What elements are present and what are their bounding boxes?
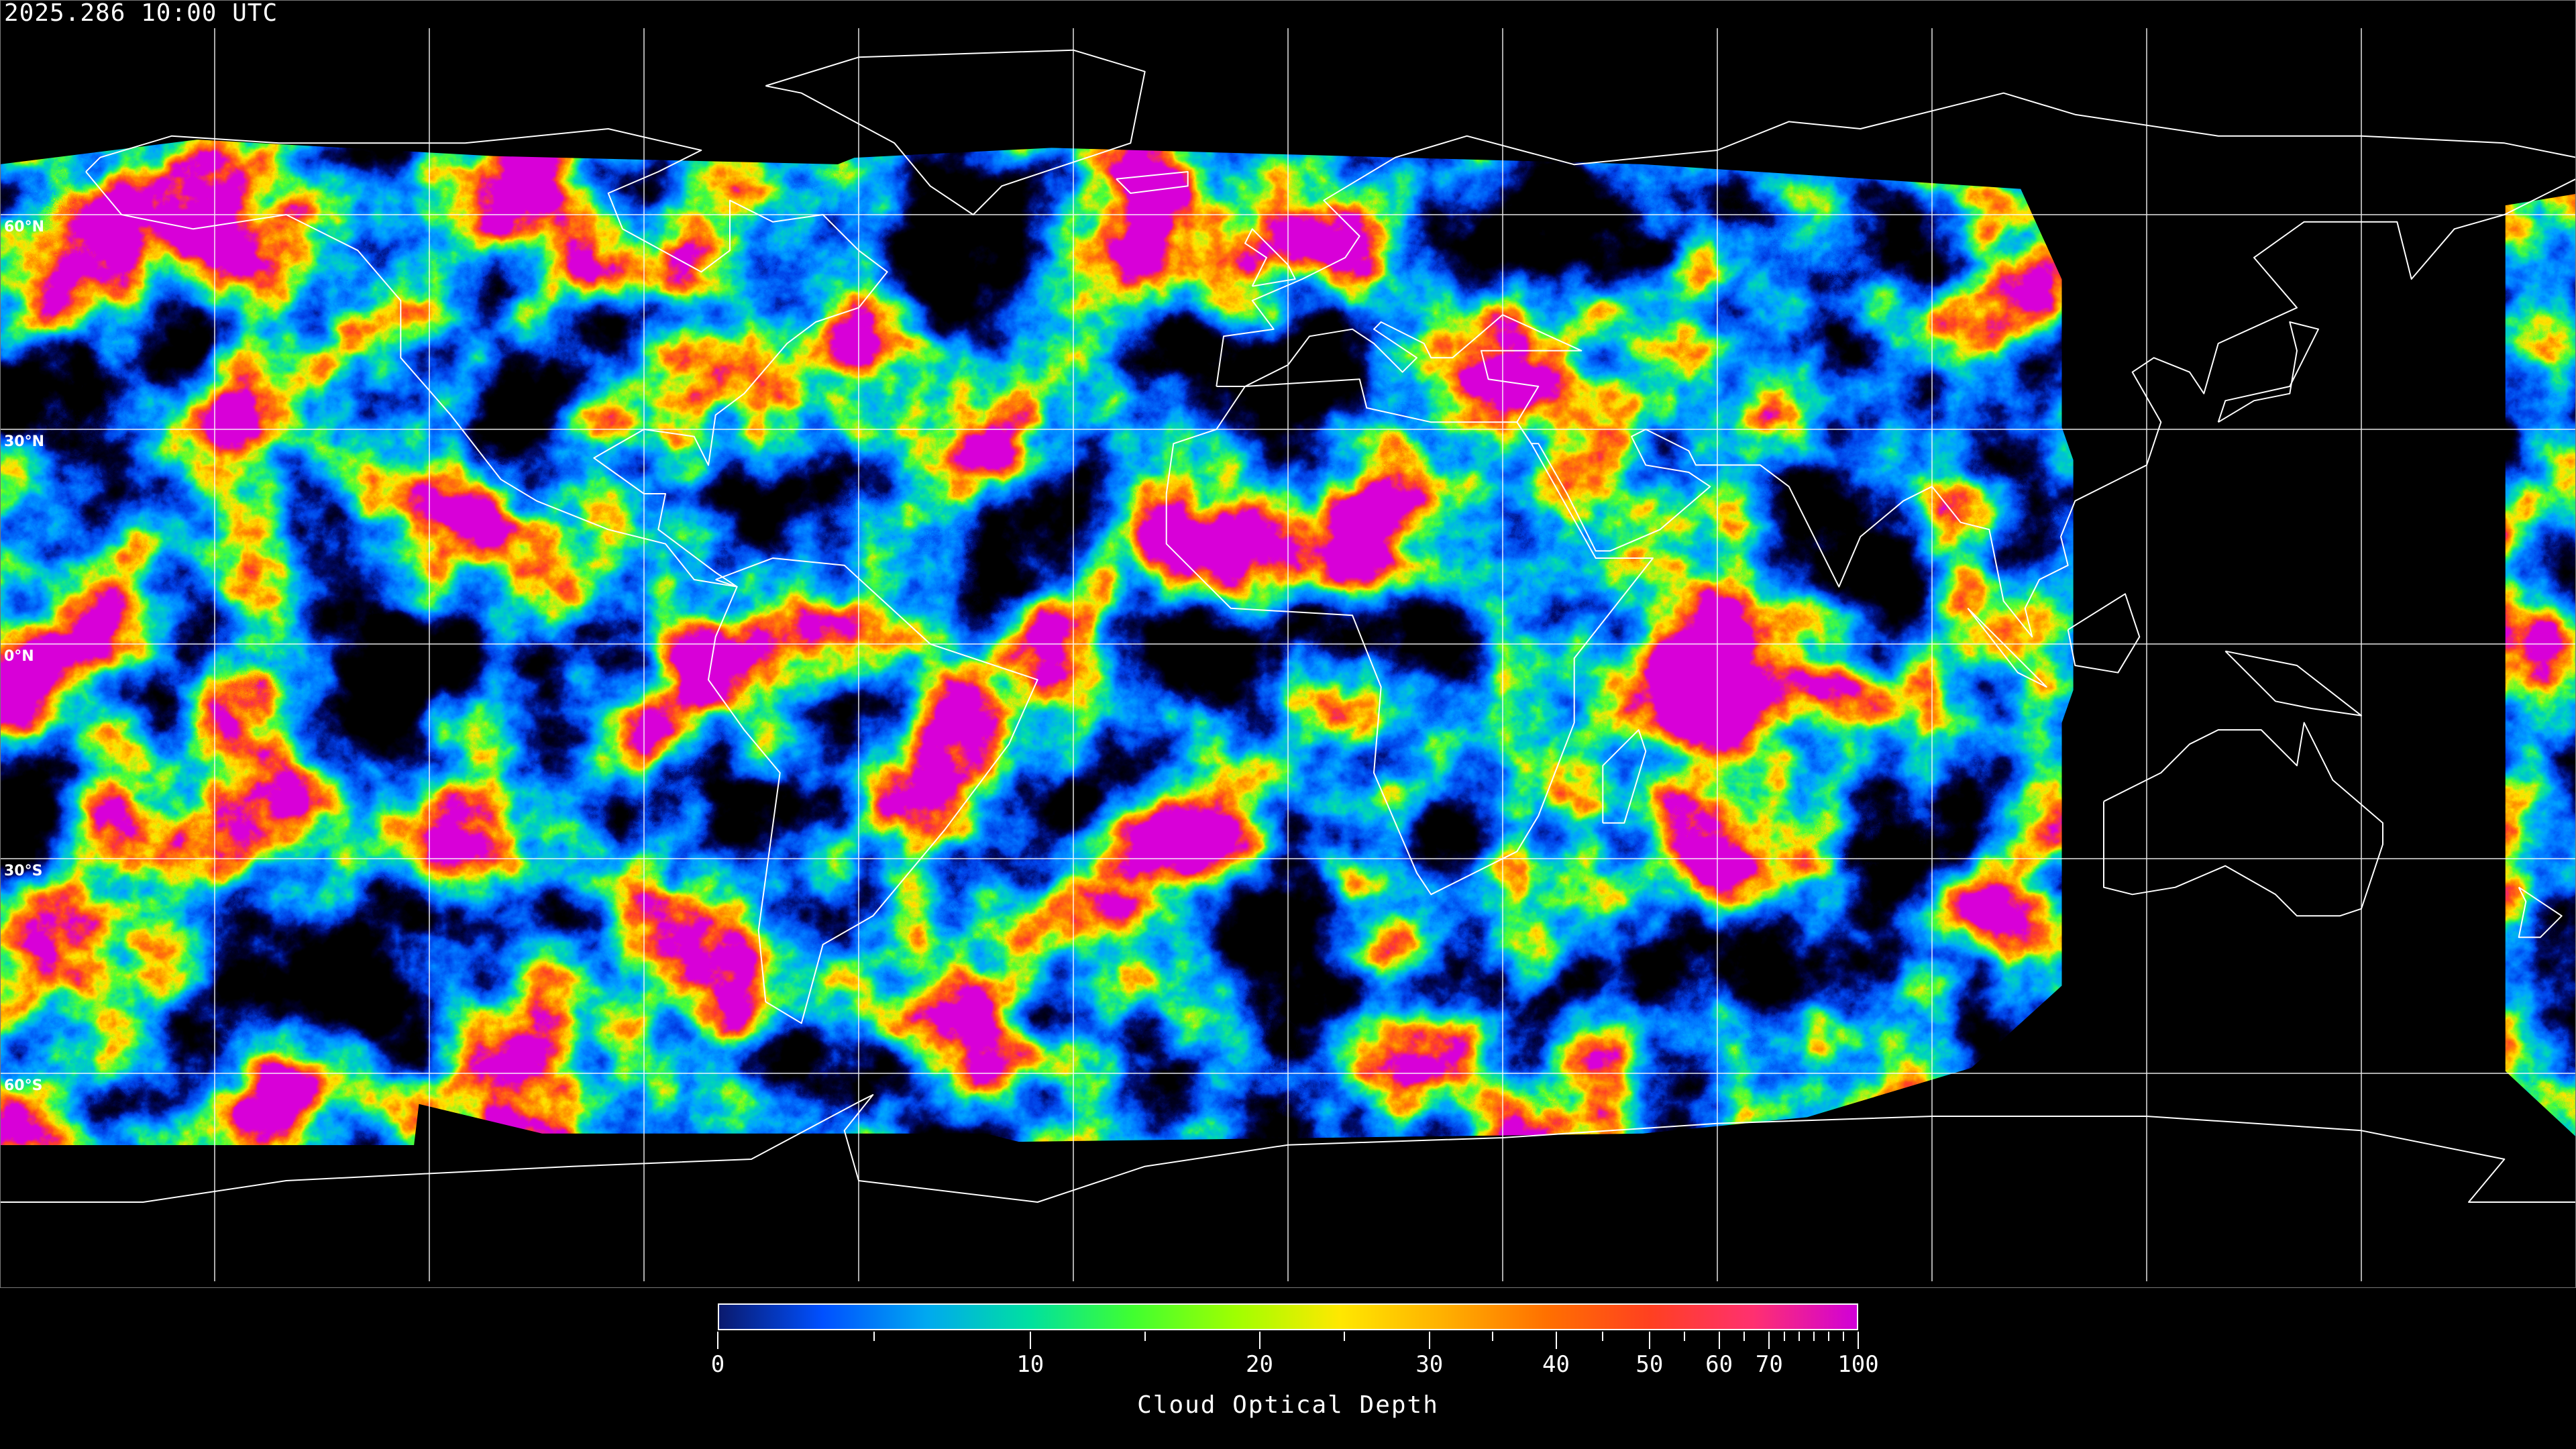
colorbar-tick-label: 0 (710, 1351, 725, 1378)
coastline-madagascar (1602, 729, 1647, 824)
colorbar-minor-tick (1827, 1332, 1829, 1341)
colorbar (718, 1303, 1858, 1330)
coastline-new-zealand (2518, 886, 2563, 938)
colorbar-major-tick (1428, 1332, 1430, 1349)
colorbar-minor-tick (1602, 1332, 1604, 1341)
colorbar-major-tick (1768, 1332, 1770, 1349)
coastline-new-guinea (2224, 650, 2362, 716)
timestamp: 2025.286 10:00 UTC (4, 0, 278, 27)
lat-label-60n: 60°N (4, 219, 45, 235)
colorbar-minor-tick (1144, 1332, 1146, 1341)
colorbar-major-tick (1029, 1332, 1031, 1349)
colorbar-minor-tick (1492, 1332, 1494, 1341)
colorbar-minor-tick (1798, 1332, 1800, 1341)
coastline-antarctica (0, 1094, 2576, 1203)
colorbar-major-tick (1648, 1332, 1650, 1349)
colorbar-tick-label: 100 (1837, 1351, 1879, 1378)
colorbar-tick-label: 70 (1755, 1351, 1783, 1378)
colorbar-tick-label: 10 (1016, 1351, 1044, 1378)
colorbar-title: Cloud Optical Depth (1137, 1391, 1439, 1419)
colorbar-minor-tick (1743, 1332, 1745, 1341)
coastline-africa (1165, 378, 1654, 896)
coastline-north-america (85, 128, 888, 588)
coastline-iceland (1116, 171, 1189, 194)
colorbar-major-tick (1718, 1332, 1720, 1349)
coastline-britain (1244, 228, 1296, 287)
colorbar-minor-tick (1842, 1332, 1844, 1341)
colorbar-tick-label: 40 (1542, 1351, 1570, 1378)
coastline-south-america (708, 557, 1038, 1024)
colorbar-tick-label: 30 (1415, 1351, 1444, 1378)
colorbar-minor-tick (1683, 1332, 1685, 1341)
lat-label-60s: 60°S (4, 1077, 43, 1094)
colorbar-tick-label: 20 (1246, 1351, 1273, 1378)
colorbar-minor-tick (1344, 1332, 1346, 1341)
colorbar-tick-label: 50 (1635, 1351, 1664, 1378)
colorbar-major-tick (1258, 1332, 1260, 1349)
coastline-greenland (765, 49, 1146, 215)
coastlines (0, 49, 2576, 1203)
colorbar-tick-label: 60 (1705, 1351, 1733, 1378)
colorbar-major-tick (1858, 1332, 1859, 1349)
coastline-australia (2103, 722, 2383, 917)
lat-label-0n: 0°N (4, 648, 34, 665)
graticule (0, 28, 2576, 1281)
lat-label-30s: 30°S (4, 863, 43, 879)
colorbar-minor-tick (1813, 1332, 1815, 1341)
coastline-sumatra (1967, 607, 2047, 688)
coastline-borneo (2067, 593, 2141, 674)
coastline-eurasia (1216, 92, 2576, 638)
colorbar-major-tick (1555, 1332, 1557, 1349)
lat-label-30n: 30°N (4, 433, 45, 450)
colorbar-ticks: 0 10 20 30 40 50 60 70 100 (711, 1332, 1879, 1380)
colorbar-major-tick (717, 1332, 718, 1349)
coastline-japan (2217, 321, 2319, 423)
cloud-optical-depth-map (0, 28, 2576, 1281)
colorbar-minor-tick (873, 1332, 875, 1341)
colorbar-minor-tick (1783, 1332, 1785, 1341)
